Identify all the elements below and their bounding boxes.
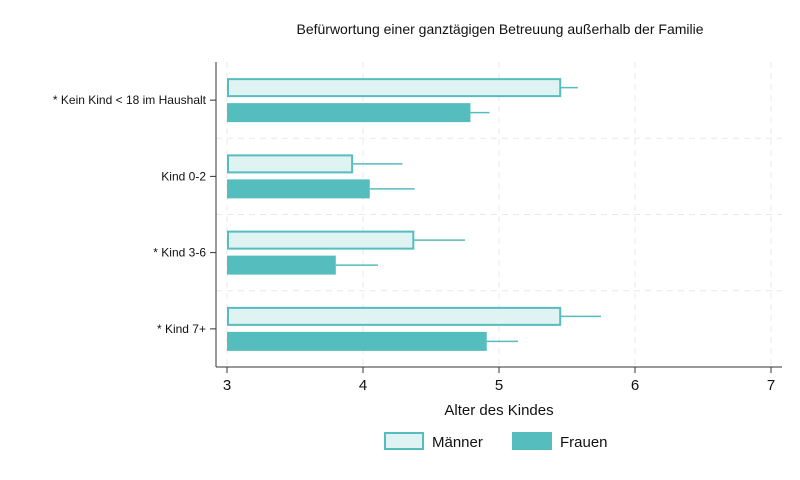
bar-maenner xyxy=(227,154,354,174)
bar-maenner xyxy=(227,78,562,98)
bar-maenner xyxy=(227,230,415,250)
legend-label: Männer xyxy=(432,434,483,451)
x-tick-label: 3 xyxy=(223,377,231,394)
x-tick-label: 5 xyxy=(495,377,503,394)
bar-frauen xyxy=(227,103,471,123)
x-tick-label: 4 xyxy=(359,377,367,394)
y-tick-label: * Kind 7+ xyxy=(157,322,206,336)
bar-maenner xyxy=(227,306,562,326)
bar-frauen xyxy=(227,179,370,199)
legend-swatch xyxy=(384,432,424,450)
x-axis-label: Alter des Kindes xyxy=(444,402,553,419)
y-tick-label: * Kein Kind < 18 im Haushalt xyxy=(53,93,207,107)
x-tick-label: 7 xyxy=(767,377,775,394)
y-tick-label: * Kind 3-6 xyxy=(153,246,206,260)
y-tick-label: Kind 0-2 xyxy=(161,169,206,183)
bar-frauen xyxy=(227,255,336,275)
x-tick-label: 6 xyxy=(631,377,639,394)
legend-label: Frauen xyxy=(560,434,608,451)
chart-title: Befürwortung einer ganztägigen Betreuung… xyxy=(296,21,703,37)
bar-frauen xyxy=(227,331,487,351)
legend-swatch xyxy=(512,432,552,450)
